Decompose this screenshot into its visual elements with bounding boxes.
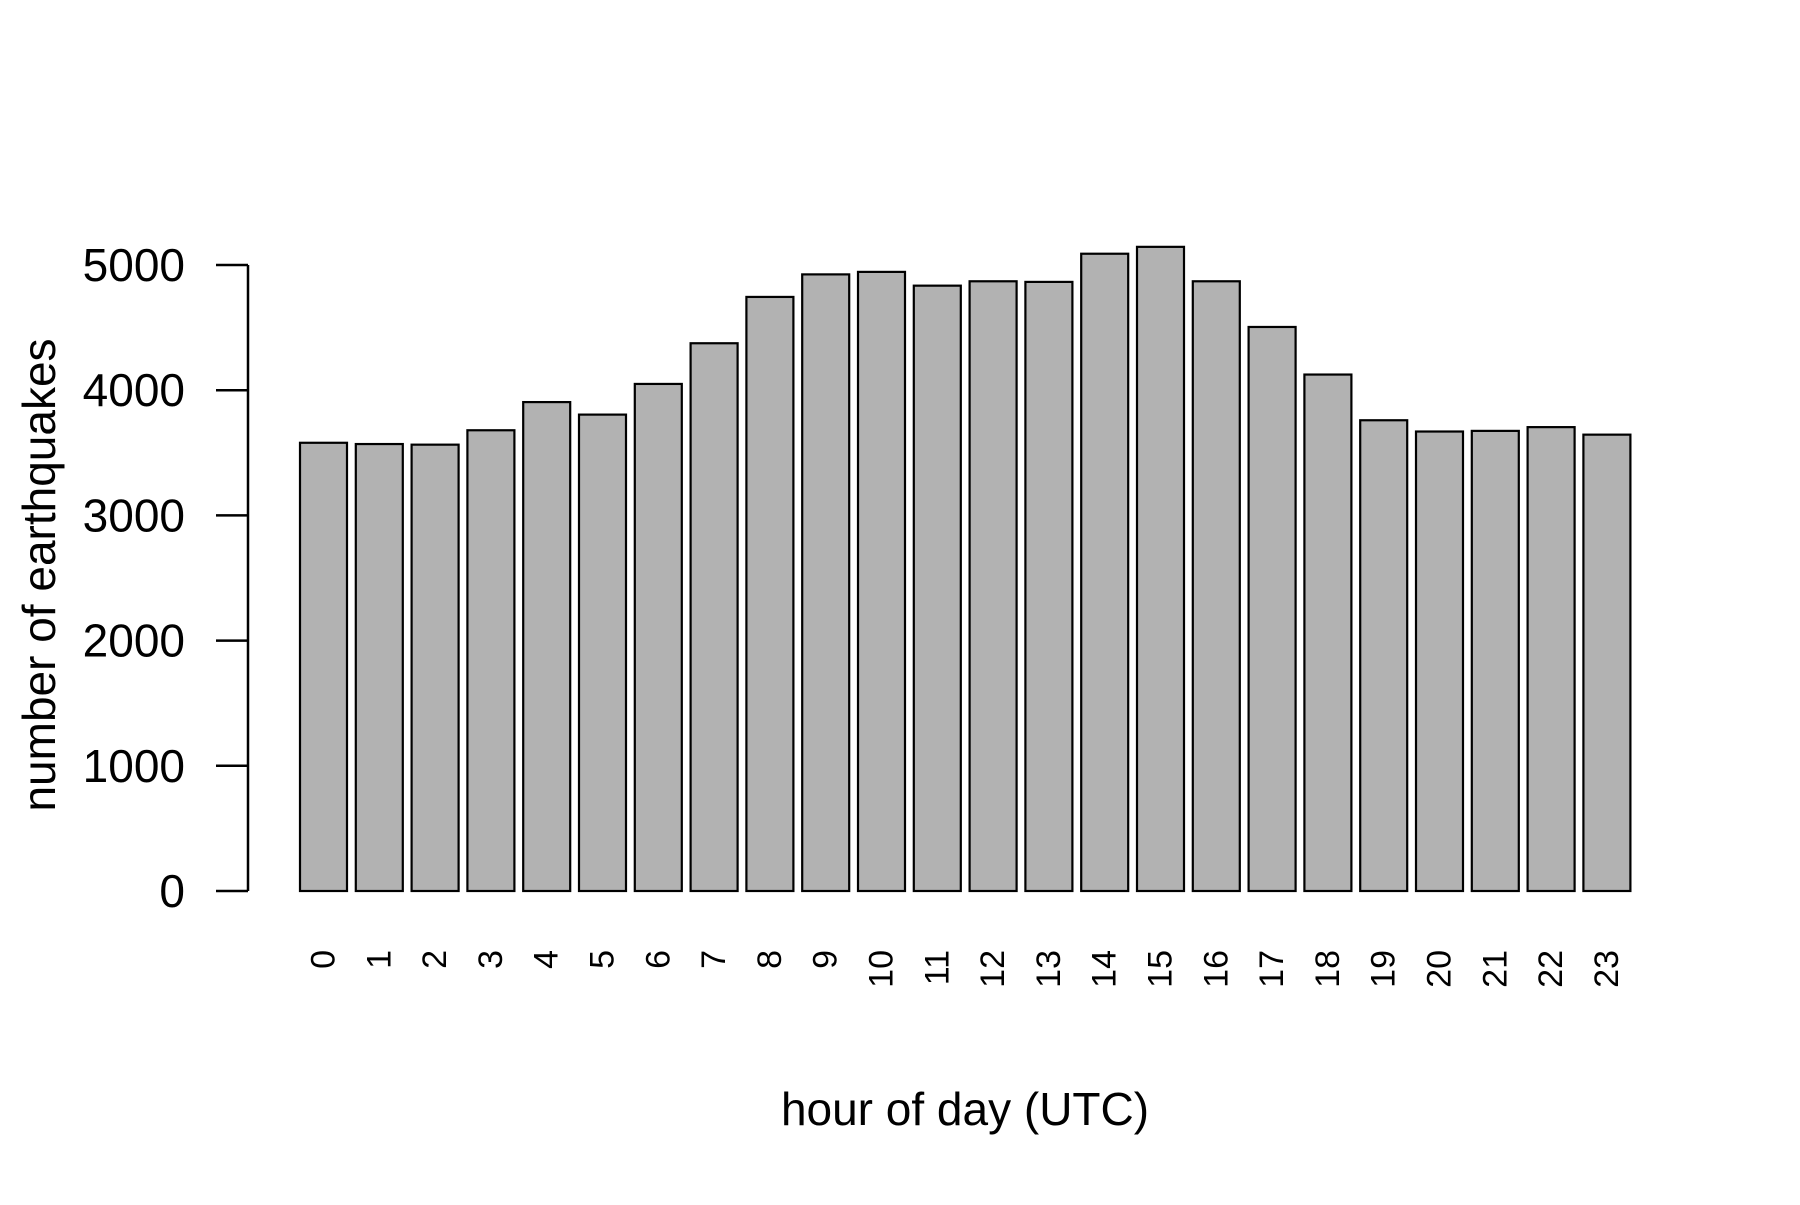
x-tick-label: 3 bbox=[472, 950, 510, 969]
y-tick-label: 0 bbox=[159, 865, 185, 917]
y-axis-title: number of earthquakes bbox=[13, 338, 65, 811]
bar-2 bbox=[410, 443, 460, 893]
x-tick-label: 19 bbox=[1365, 950, 1403, 988]
y-axis: 0 1000 2000 3000 4000 5000 bbox=[83, 239, 250, 917]
bar-21 bbox=[1470, 429, 1520, 893]
bar-0 bbox=[298, 441, 349, 893]
x-tick-label: 15 bbox=[1142, 950, 1180, 988]
bar-22 bbox=[1526, 426, 1576, 893]
bar-8 bbox=[745, 295, 795, 893]
x-tick-label: 6 bbox=[639, 950, 677, 969]
bar-1 bbox=[354, 442, 404, 893]
bar-14 bbox=[1080, 252, 1130, 893]
y-tick-label: 5000 bbox=[83, 239, 185, 291]
x-tick-label: 9 bbox=[807, 950, 845, 969]
x-tick-label: 22 bbox=[1532, 950, 1570, 988]
x-tick-label: 5 bbox=[584, 950, 622, 969]
bar-9 bbox=[801, 273, 851, 893]
x-tick-label: 14 bbox=[1086, 950, 1124, 988]
bar-16 bbox=[1191, 280, 1241, 893]
bar-13 bbox=[1024, 280, 1074, 893]
bar-18 bbox=[1303, 373, 1353, 893]
x-tick-label: 17 bbox=[1253, 950, 1291, 988]
bar-3 bbox=[466, 429, 516, 893]
x-tick-label: 18 bbox=[1309, 950, 1347, 988]
bar-7 bbox=[689, 342, 739, 893]
bar-6 bbox=[633, 382, 683, 893]
x-tick-label: 23 bbox=[1588, 950, 1626, 988]
bars-layer bbox=[298, 245, 1632, 893]
bar-17 bbox=[1247, 325, 1297, 893]
x-tick-label: 13 bbox=[1030, 950, 1068, 988]
x-tick-label: 11 bbox=[918, 950, 956, 985]
x-tick-label: 2 bbox=[416, 950, 454, 969]
x-tick-label: 10 bbox=[863, 950, 901, 988]
bar-4 bbox=[522, 400, 572, 893]
y-tick-label: 4000 bbox=[83, 364, 185, 416]
x-axis: 0 1 2 3 4 5 6 7 8 9 10 11 12 13 14 15 16 17 18 19 20 21 22 23 bbox=[305, 950, 1626, 988]
bar-5 bbox=[577, 413, 628, 893]
x-tick-label: 7 bbox=[695, 950, 733, 969]
y-tick-label: 2000 bbox=[83, 615, 185, 667]
bar-11 bbox=[912, 284, 962, 893]
bar-20 bbox=[1414, 430, 1465, 893]
x-tick-label: 16 bbox=[1197, 950, 1235, 988]
x-tick-label: 20 bbox=[1421, 950, 1459, 988]
bar-23 bbox=[1582, 433, 1632, 893]
x-tick-label: 1 bbox=[360, 950, 398, 969]
bar-15 bbox=[1135, 245, 1186, 893]
x-tick-label: 8 bbox=[751, 950, 789, 969]
bar-12 bbox=[968, 280, 1018, 893]
y-tick-label: 1000 bbox=[83, 740, 185, 792]
x-tick-label: 4 bbox=[528, 950, 566, 969]
x-axis-title: hour of day (UTC) bbox=[781, 1083, 1149, 1135]
x-tick-label: 0 bbox=[305, 950, 343, 969]
x-tick-label: 12 bbox=[974, 950, 1012, 988]
bar-19 bbox=[1359, 419, 1409, 893]
y-tick-label: 3000 bbox=[83, 489, 185, 541]
bar-10 bbox=[856, 270, 907, 893]
x-tick-label: 21 bbox=[1476, 950, 1514, 988]
